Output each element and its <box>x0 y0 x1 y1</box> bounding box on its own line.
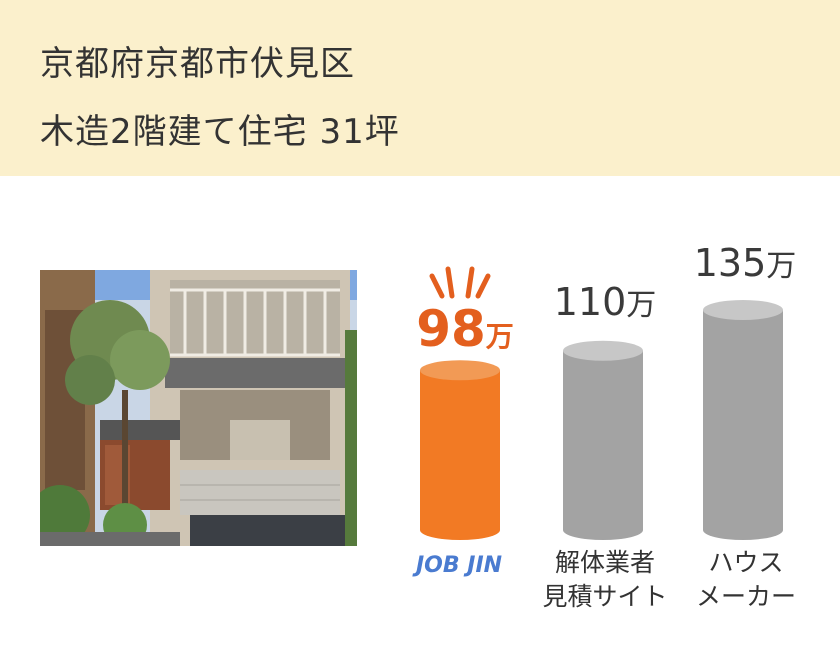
dealer-label-line1: 解体業者 <box>554 548 655 577</box>
bar-jobjin <box>420 360 500 540</box>
bar-dealer-top <box>563 340 643 361</box>
house-photo <box>40 270 357 546</box>
dealer-price: 110万 <box>540 280 670 324</box>
jobjin-logo: JOB JIN <box>412 553 502 578</box>
bar-dealer <box>563 340 643 540</box>
header-banner: 京都府京都市伏見区 木造2階建て住宅 31坪 <box>0 0 840 176</box>
maker-label-line1: ハウス <box>708 548 784 577</box>
maker-price: 135万 <box>685 241 805 285</box>
jobjin-price-value: 98 <box>416 300 486 358</box>
jobjin-price: 98万 <box>405 300 525 358</box>
maker-label-line2: メーカー <box>695 582 796 611</box>
maker-price-value: 135 <box>693 241 767 285</box>
jobjin-logo-text: JOB JIN <box>412 553 502 578</box>
bar-jobjin-body <box>420 370 500 540</box>
maker-price-unit: 万 <box>766 249 797 284</box>
dealer-price-unit: 万 <box>626 288 657 323</box>
bar-jobjin-top <box>420 360 500 381</box>
bar-maker-body <box>703 309 783 540</box>
burst-icon <box>429 266 491 299</box>
bar-dealer-body <box>563 350 643 540</box>
dealer-price-value: 110 <box>553 280 627 324</box>
dealer-label: 解体業者 見積サイト <box>532 546 678 614</box>
location-title: 京都府京都市伏見区 <box>40 44 355 84</box>
dealer-label-line2: 見積サイト <box>542 582 668 611</box>
maker-label: ハウス メーカー <box>688 546 804 614</box>
building-title: 木造2階建て住宅 31坪 <box>40 112 400 152</box>
bar-maker <box>703 299 783 540</box>
bar-maker-top <box>703 299 783 320</box>
jobjin-price-unit: 万 <box>485 320 514 353</box>
